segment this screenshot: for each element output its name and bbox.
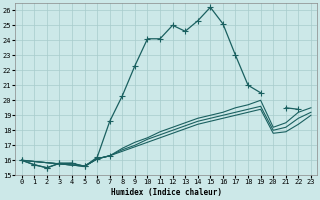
X-axis label: Humidex (Indice chaleur): Humidex (Indice chaleur)	[111, 188, 222, 197]
